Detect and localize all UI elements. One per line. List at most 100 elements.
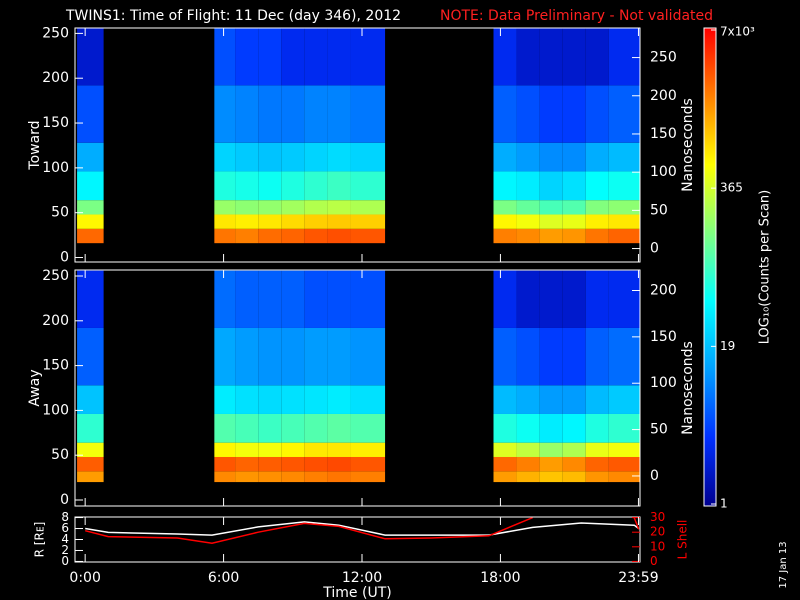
y2-tick-label: 0 bbox=[650, 241, 659, 257]
heatmap-cell bbox=[562, 28, 586, 86]
heatmap-cell bbox=[350, 413, 386, 443]
heatmap-cell bbox=[539, 413, 563, 443]
y2-tick-label: 150 bbox=[650, 126, 677, 142]
heatmap-cell bbox=[493, 200, 517, 215]
heatmap-cell bbox=[214, 200, 236, 215]
heatmap-cell bbox=[77, 28, 104, 86]
heatmap-cell bbox=[350, 85, 386, 143]
heatmap-cell bbox=[258, 171, 282, 201]
y-tick-label: 8 bbox=[61, 510, 69, 524]
heatmap-cell bbox=[214, 85, 236, 143]
heatmap-cell bbox=[304, 171, 328, 201]
heatmap-cell bbox=[562, 270, 586, 328]
y2-tick-label: 100 bbox=[650, 164, 677, 180]
heatmap-cell bbox=[493, 28, 517, 86]
heatmap-cell bbox=[77, 456, 104, 472]
heatmap-cell bbox=[350, 327, 386, 386]
heatmap-cell bbox=[258, 142, 282, 172]
heatmap-cell bbox=[304, 28, 328, 86]
y-tick-label: 0 bbox=[60, 250, 69, 266]
heatmap-cell bbox=[258, 85, 282, 143]
heatmap-cell bbox=[539, 471, 563, 483]
colorbar-label: LOG₁₀(Counts per Scan) bbox=[758, 190, 773, 345]
y2-tick-label: 50 bbox=[650, 422, 668, 438]
heatmap-cell bbox=[539, 456, 563, 472]
y-tick-label: 150 bbox=[42, 358, 69, 374]
y-tick-label: 50 bbox=[51, 205, 69, 221]
heatmap-cell bbox=[327, 142, 351, 172]
heatmap-cell bbox=[214, 385, 236, 414]
heatmap-cell bbox=[235, 385, 259, 414]
heatmap-cell bbox=[304, 456, 328, 472]
y2-tick-label: 20 bbox=[650, 525, 665, 539]
heatmap-cell bbox=[562, 456, 586, 472]
colorbar-tick-label: 1 bbox=[720, 497, 728, 511]
heatmap-cell bbox=[281, 442, 305, 457]
heatmap-cell bbox=[281, 214, 305, 229]
heatmap-cell bbox=[281, 471, 305, 483]
heatmap-cell bbox=[258, 270, 282, 328]
heatmap-cell bbox=[77, 270, 104, 328]
heatmap-cell bbox=[516, 327, 540, 386]
heatmap-cell bbox=[258, 442, 282, 457]
y2-tick-label: 200 bbox=[650, 88, 677, 104]
y-tick-label: 100 bbox=[42, 402, 69, 418]
heatmap-cell bbox=[281, 171, 305, 201]
heatmap-cell bbox=[77, 327, 104, 386]
heatmap-cell bbox=[562, 200, 586, 215]
y2-tick-label: 10 bbox=[650, 539, 665, 553]
heatmap-cell bbox=[608, 413, 640, 443]
heatmap-cell bbox=[585, 214, 609, 229]
heatmap-cell bbox=[281, 270, 305, 328]
heatmap-cell bbox=[327, 442, 351, 457]
x-tick-label: 12:00 bbox=[342, 570, 382, 586]
heatmap-cell bbox=[235, 85, 259, 143]
y-tick-label: 200 bbox=[42, 313, 69, 329]
heatmap-cell bbox=[327, 413, 351, 443]
heatmap-cell bbox=[258, 327, 282, 386]
y-tick-label: 200 bbox=[42, 70, 69, 86]
heatmap-cell bbox=[516, 228, 540, 244]
heatmap-cell bbox=[585, 200, 609, 215]
heatmap-cell bbox=[493, 471, 517, 483]
heatmap-cell bbox=[235, 214, 259, 229]
heatmap-cell bbox=[77, 200, 104, 215]
y-tick-label: 6 bbox=[61, 521, 69, 535]
heatmap-cell bbox=[493, 413, 517, 443]
heatmap-cell bbox=[539, 270, 563, 328]
heatmap-cell bbox=[235, 171, 259, 201]
heatmap-cell bbox=[350, 200, 386, 215]
heatmap-cell bbox=[585, 85, 609, 143]
heatmap-cell bbox=[304, 327, 328, 386]
heatmap-cell bbox=[608, 85, 640, 143]
heatmap-cell bbox=[258, 228, 282, 244]
y-tick-label: 0 bbox=[61, 554, 69, 568]
heatmap-cell bbox=[585, 142, 609, 172]
heatmap-cell bbox=[304, 385, 328, 414]
heatmap-cell bbox=[608, 456, 640, 472]
heatmap-cell bbox=[258, 413, 282, 443]
heatmap-cell bbox=[608, 442, 640, 457]
heatmap-cell bbox=[493, 456, 517, 472]
heatmap-cell bbox=[214, 471, 236, 483]
heatmap-cell bbox=[258, 385, 282, 414]
heatmap-cell bbox=[327, 85, 351, 143]
heatmap-cell bbox=[214, 456, 236, 472]
heatmap-cell bbox=[327, 385, 351, 414]
heatmap-cell bbox=[493, 385, 517, 414]
heatmap-cell bbox=[350, 471, 386, 483]
heatmap-cell bbox=[350, 228, 386, 244]
heatmap-cell bbox=[516, 214, 540, 229]
heatmap-cell bbox=[539, 142, 563, 172]
heatmap-cell bbox=[562, 442, 586, 457]
heatmap-cell bbox=[493, 85, 517, 143]
heatmap-cell bbox=[585, 171, 609, 201]
heatmap-cell bbox=[77, 228, 104, 244]
heatmap-cell bbox=[516, 85, 540, 143]
heatmap-cell bbox=[608, 142, 640, 172]
heatmap-cell bbox=[516, 385, 540, 414]
y2-axis-label: Nanoseconds bbox=[680, 341, 696, 435]
colorbar bbox=[703, 27, 717, 507]
line bbox=[85, 517, 640, 544]
